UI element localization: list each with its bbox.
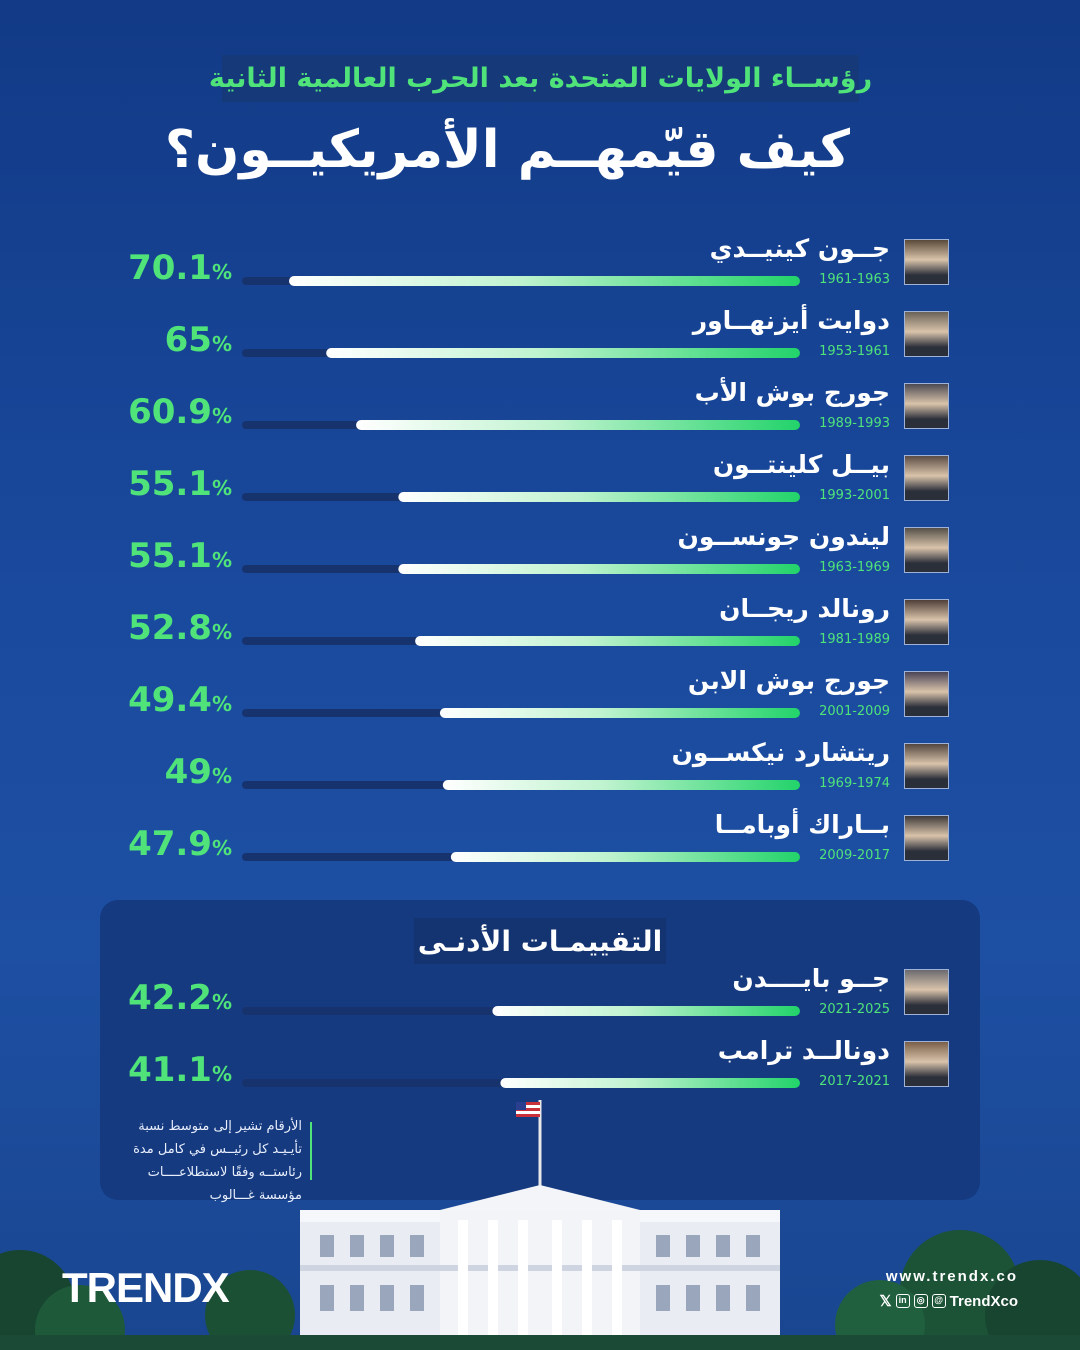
percent-sign: % — [211, 836, 232, 860]
data-label: 42.2% — [128, 978, 232, 1018]
percent-sign: % — [211, 764, 232, 788]
lowest-ratings-title: التقييمـات الأدنـى — [417, 924, 663, 958]
president-name: رونالد ريجــان — [719, 594, 890, 623]
president-name: دونالــد ترامب — [717, 1036, 890, 1065]
data-label-value: 41.1 — [128, 1050, 212, 1090]
president-name: ليندون جونســون — [677, 522, 890, 551]
percent-sign: % — [211, 476, 232, 500]
trendx-logo: TRENDX — [62, 1264, 230, 1312]
lowest-ratings-title-box: التقييمـات الأدنـى — [414, 918, 666, 964]
data-label-value: 49.4 — [128, 680, 212, 720]
percent-sign: % — [211, 260, 232, 284]
subtitle: رؤســاء الولايات المتحدة بعد الحرب العال… — [208, 63, 873, 94]
term-years: 2009-2017 — [819, 848, 890, 863]
president-name: جورج بوش الابن — [687, 666, 890, 695]
president-name: ريتشارد نيكســون — [671, 738, 890, 767]
social-handle[interactable]: TrendXco — [949, 1292, 1018, 1310]
percent-sign: % — [211, 1062, 232, 1086]
data-label: 49% — [165, 752, 232, 792]
data-label: 70.1% — [128, 248, 232, 288]
bar — [439, 708, 800, 718]
term-years: 1993-2001 — [819, 488, 890, 503]
president-name: جــون كينيــدي — [709, 234, 890, 263]
term-years: 2001-2009 — [819, 704, 890, 719]
data-label-value: 55.1 — [128, 464, 212, 504]
subtitle-box: رؤســاء الولايات المتحدة بعد الحرب العال… — [209, 55, 872, 102]
data-label: 52.8% — [128, 608, 232, 648]
ratings-bar-chart — [242, 276, 800, 1088]
president-portrait — [904, 383, 949, 429]
footnote-rule — [310, 1122, 312, 1180]
logo-text: TRENDX — [62, 1264, 230, 1311]
term-years: 1981-1989 — [819, 632, 890, 647]
president-portrait — [904, 743, 949, 789]
data-label-value: 55.1 — [128, 536, 212, 576]
data-label: 49.4% — [128, 680, 232, 720]
data-label-value: 65 — [164, 320, 212, 360]
website-link[interactable]: www.trendx.co — [885, 1268, 1018, 1285]
president-portrait — [904, 1041, 949, 1087]
data-label-value: 42.2 — [128, 978, 212, 1018]
president-name: جــو بايــــدن — [732, 964, 890, 993]
president-portrait — [904, 239, 949, 285]
percent-sign: % — [211, 620, 232, 644]
data-label-value: 47.9 — [128, 824, 212, 864]
data-label-value: 52.8 — [128, 608, 212, 648]
percent-sign: % — [211, 332, 232, 356]
data-label-value: 70.1 — [128, 248, 212, 288]
threads-icon[interactable]: @ — [931, 1294, 946, 1308]
percent-sign: % — [211, 990, 232, 1014]
bar — [442, 780, 800, 790]
data-label-value: 49 — [164, 752, 212, 792]
bar — [398, 492, 800, 502]
main-title: كيف قيّمهــم الأمريكيــون؟ — [164, 120, 850, 180]
data-label: 55.1% — [128, 464, 232, 504]
president-portrait — [904, 527, 949, 573]
bar — [450, 852, 800, 862]
percent-sign: % — [211, 692, 232, 716]
president-portrait — [904, 815, 949, 861]
bar — [356, 420, 800, 430]
term-years: 2017-2021 — [819, 1074, 890, 1089]
data-label-value: 60.9 — [128, 392, 212, 432]
linkedin-icon[interactable]: in — [895, 1294, 910, 1308]
footnote: الأرقام تشير إلى متوسط نسبة تأيـيـد كل ر… — [133, 1119, 302, 1203]
president-portrait — [904, 671, 949, 717]
president-name: بيــل كلينتــون — [712, 450, 890, 479]
president-portrait — [904, 311, 949, 357]
data-label: 47.9% — [128, 824, 232, 864]
term-years: 1989-1993 — [819, 416, 890, 431]
data-label: 55.1% — [128, 536, 232, 576]
president-name: بــاراك أوبامــا — [714, 810, 890, 839]
x-icon[interactable]: 𝕏 — [879, 1293, 892, 1310]
bar — [415, 636, 800, 646]
term-years: 2021-2025 — [819, 1002, 890, 1017]
president-name: دوايت أيزنهــاور — [692, 306, 890, 335]
bar — [398, 564, 800, 574]
term-years: 1961-1963 — [819, 272, 890, 287]
president-name: جورج بوش الأب — [694, 378, 890, 407]
social-handles: 𝕏 in ◎ @ TrendXco — [879, 1292, 1018, 1311]
percent-sign: % — [211, 404, 232, 428]
president-portrait — [904, 455, 949, 501]
bar — [289, 276, 800, 286]
data-label: 41.1% — [128, 1050, 232, 1090]
percent-sign: % — [211, 548, 232, 572]
president-portrait — [904, 969, 949, 1015]
bar — [326, 348, 800, 358]
data-label: 65% — [165, 320, 232, 360]
bar — [500, 1078, 800, 1088]
instagram-icon[interactable]: ◎ — [913, 1294, 928, 1308]
term-years: 1953-1961 — [819, 344, 890, 359]
term-years: 1963-1969 — [819, 560, 890, 575]
president-portrait — [904, 599, 949, 645]
white-house-illustration — [0, 1100, 1080, 1350]
term-years: 1969-1974 — [819, 776, 890, 791]
bar — [492, 1006, 800, 1016]
data-label: 60.9% — [128, 392, 232, 432]
